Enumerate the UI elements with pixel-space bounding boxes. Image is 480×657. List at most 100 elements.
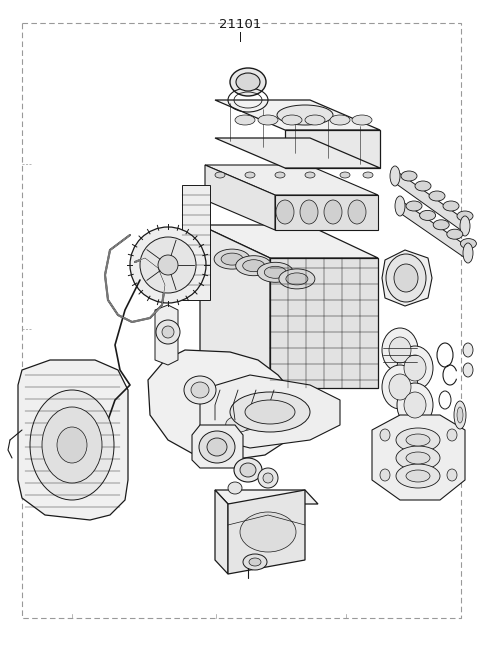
Ellipse shape <box>305 172 315 178</box>
Ellipse shape <box>406 452 430 464</box>
Ellipse shape <box>397 346 433 390</box>
Ellipse shape <box>235 115 255 125</box>
Ellipse shape <box>184 376 216 404</box>
Ellipse shape <box>276 200 294 224</box>
Text: 21101: 21101 <box>219 18 261 32</box>
Ellipse shape <box>230 392 310 432</box>
Ellipse shape <box>463 243 473 263</box>
Ellipse shape <box>394 264 418 292</box>
Ellipse shape <box>389 374 411 400</box>
Ellipse shape <box>404 392 426 418</box>
Ellipse shape <box>199 431 235 463</box>
Polygon shape <box>395 170 465 233</box>
Polygon shape <box>275 195 378 230</box>
Ellipse shape <box>363 172 373 178</box>
Polygon shape <box>215 490 228 574</box>
Polygon shape <box>155 305 178 365</box>
Ellipse shape <box>447 429 457 441</box>
Polygon shape <box>200 225 270 388</box>
Ellipse shape <box>30 390 114 500</box>
Polygon shape <box>148 350 300 460</box>
Ellipse shape <box>454 401 466 429</box>
Ellipse shape <box>257 262 293 283</box>
Ellipse shape <box>245 400 295 424</box>
Ellipse shape <box>264 266 286 279</box>
Polygon shape <box>200 375 340 448</box>
Ellipse shape <box>463 343 473 357</box>
Ellipse shape <box>42 407 102 483</box>
Ellipse shape <box>300 200 318 224</box>
Ellipse shape <box>240 463 256 477</box>
Ellipse shape <box>234 458 262 482</box>
Ellipse shape <box>457 407 463 423</box>
Ellipse shape <box>158 255 178 275</box>
Polygon shape <box>203 198 377 228</box>
Ellipse shape <box>386 254 426 302</box>
Ellipse shape <box>277 105 333 125</box>
Polygon shape <box>400 200 468 260</box>
Ellipse shape <box>443 201 459 211</box>
Ellipse shape <box>244 407 268 423</box>
Ellipse shape <box>420 210 436 220</box>
Ellipse shape <box>460 238 476 248</box>
Polygon shape <box>205 165 275 230</box>
Ellipse shape <box>214 249 250 269</box>
Polygon shape <box>200 225 378 258</box>
Ellipse shape <box>236 73 260 91</box>
Ellipse shape <box>243 554 267 570</box>
Ellipse shape <box>236 256 272 276</box>
Ellipse shape <box>396 464 440 488</box>
Ellipse shape <box>396 428 440 452</box>
Ellipse shape <box>352 115 372 125</box>
Ellipse shape <box>324 200 342 224</box>
Ellipse shape <box>457 211 473 221</box>
Ellipse shape <box>382 328 418 372</box>
Polygon shape <box>382 250 432 306</box>
Ellipse shape <box>397 383 433 427</box>
Ellipse shape <box>282 115 302 125</box>
Polygon shape <box>205 165 378 195</box>
Polygon shape <box>372 415 465 500</box>
Ellipse shape <box>447 229 463 239</box>
Ellipse shape <box>460 216 470 236</box>
Ellipse shape <box>228 482 242 494</box>
Ellipse shape <box>330 115 350 125</box>
Ellipse shape <box>207 438 227 456</box>
Ellipse shape <box>57 427 87 463</box>
Ellipse shape <box>221 253 243 265</box>
Ellipse shape <box>390 166 400 186</box>
Ellipse shape <box>240 512 296 552</box>
Ellipse shape <box>156 320 180 344</box>
Ellipse shape <box>463 363 473 377</box>
Ellipse shape <box>380 429 390 441</box>
Ellipse shape <box>243 260 264 272</box>
Ellipse shape <box>404 355 426 381</box>
Ellipse shape <box>233 415 257 430</box>
Ellipse shape <box>286 273 308 285</box>
Ellipse shape <box>433 220 449 230</box>
Ellipse shape <box>401 171 417 181</box>
Ellipse shape <box>226 417 250 432</box>
Ellipse shape <box>191 382 209 398</box>
Ellipse shape <box>415 181 431 191</box>
Polygon shape <box>215 138 380 168</box>
Ellipse shape <box>406 201 422 211</box>
Ellipse shape <box>429 191 445 201</box>
Ellipse shape <box>230 68 266 96</box>
Polygon shape <box>215 100 380 130</box>
Ellipse shape <box>380 469 390 481</box>
Polygon shape <box>182 185 210 300</box>
Polygon shape <box>270 258 378 388</box>
Polygon shape <box>228 490 305 574</box>
Ellipse shape <box>340 172 350 178</box>
Ellipse shape <box>245 172 255 178</box>
Ellipse shape <box>130 227 206 303</box>
Ellipse shape <box>396 446 440 470</box>
Ellipse shape <box>275 172 285 178</box>
Ellipse shape <box>258 468 278 488</box>
Ellipse shape <box>406 434 430 446</box>
Ellipse shape <box>447 469 457 481</box>
Ellipse shape <box>406 470 430 482</box>
Ellipse shape <box>389 337 411 363</box>
Ellipse shape <box>279 269 315 289</box>
